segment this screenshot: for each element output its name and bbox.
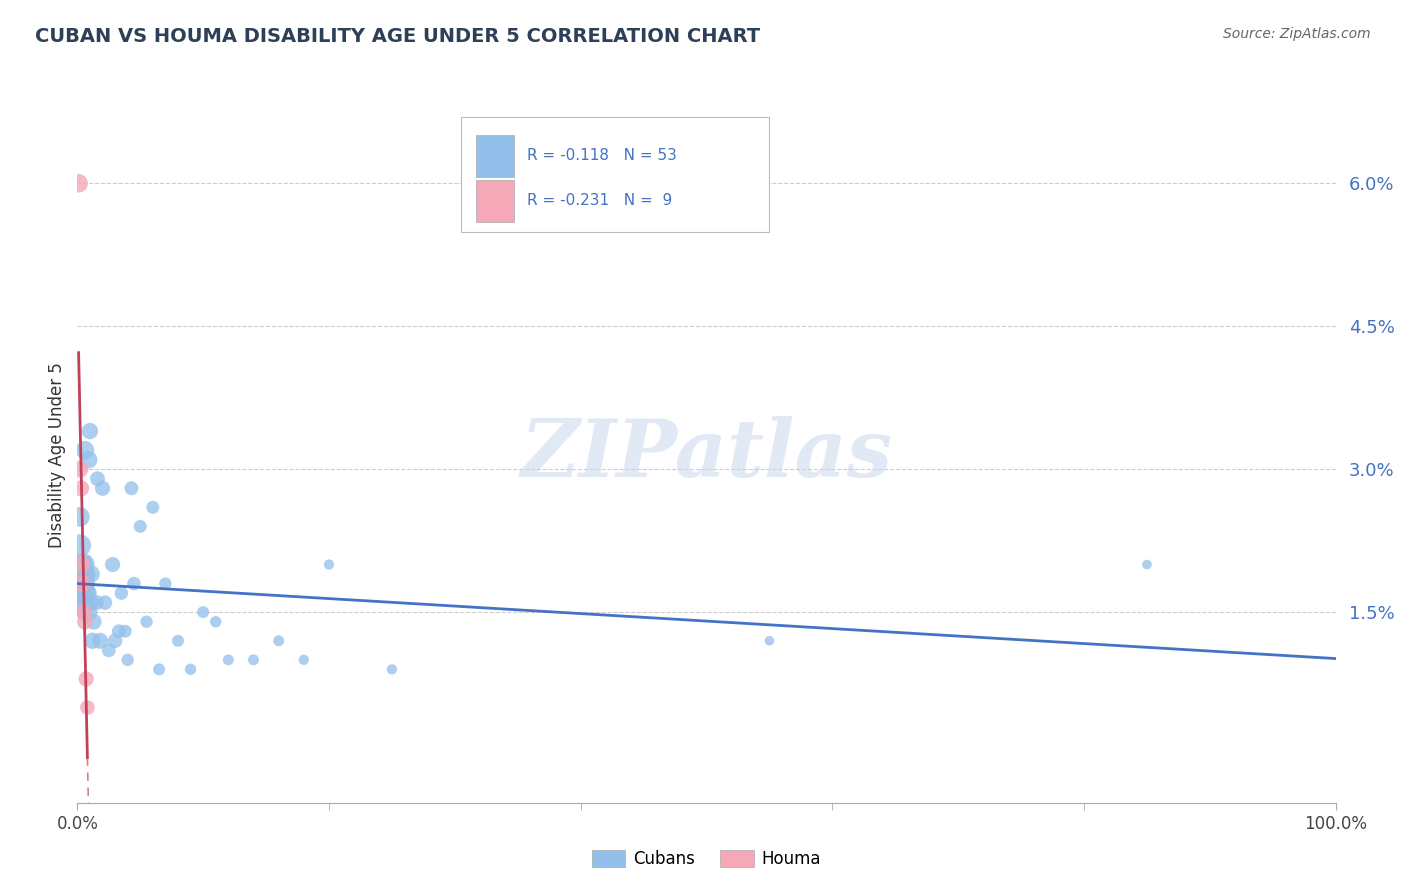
Point bbox=[267, 633, 290, 648]
Point bbox=[381, 662, 404, 676]
Point bbox=[79, 596, 101, 610]
Point bbox=[82, 633, 104, 648]
Point bbox=[86, 472, 108, 486]
Point bbox=[180, 662, 202, 676]
Point bbox=[108, 624, 131, 639]
FancyBboxPatch shape bbox=[461, 118, 769, 232]
Text: Source: ZipAtlas.com: Source: ZipAtlas.com bbox=[1223, 27, 1371, 41]
Point bbox=[70, 576, 93, 591]
Text: CUBAN VS HOUMA DISABILITY AGE UNDER 5 CORRELATION CHART: CUBAN VS HOUMA DISABILITY AGE UNDER 5 CO… bbox=[35, 27, 761, 45]
Bar bbox=[477, 180, 515, 222]
Point bbox=[155, 576, 177, 591]
Bar bbox=[477, 135, 515, 177]
Point bbox=[204, 615, 226, 629]
Point bbox=[77, 452, 100, 467]
Point bbox=[72, 576, 94, 591]
Point bbox=[148, 662, 170, 676]
Point bbox=[73, 567, 96, 582]
Point bbox=[67, 567, 90, 582]
Point bbox=[94, 596, 117, 610]
Point bbox=[84, 596, 107, 610]
Point bbox=[117, 653, 139, 667]
Point bbox=[191, 605, 215, 619]
Point bbox=[122, 576, 145, 591]
Point bbox=[72, 558, 94, 572]
Point bbox=[70, 596, 93, 610]
Point bbox=[217, 653, 239, 667]
Point bbox=[104, 633, 127, 648]
Point bbox=[83, 615, 105, 629]
Point bbox=[110, 586, 132, 600]
Point bbox=[69, 462, 91, 476]
Point bbox=[72, 605, 94, 619]
Point bbox=[72, 576, 94, 591]
Point bbox=[73, 443, 96, 458]
Point bbox=[75, 672, 97, 686]
Point bbox=[89, 633, 111, 648]
Text: R = -0.118   N = 53: R = -0.118 N = 53 bbox=[527, 148, 676, 163]
Point bbox=[101, 558, 124, 572]
Point bbox=[79, 424, 101, 438]
Point bbox=[76, 586, 98, 600]
Point bbox=[242, 653, 264, 667]
Point bbox=[70, 558, 93, 572]
Point bbox=[135, 615, 157, 629]
Point bbox=[72, 558, 94, 572]
Point bbox=[75, 596, 97, 610]
Point bbox=[75, 567, 97, 582]
Point bbox=[318, 558, 340, 572]
Point bbox=[91, 481, 114, 495]
Y-axis label: Disability Age Under 5: Disability Age Under 5 bbox=[48, 362, 66, 548]
Point bbox=[114, 624, 136, 639]
Point bbox=[69, 539, 91, 553]
Point bbox=[129, 519, 152, 533]
Point bbox=[67, 176, 90, 190]
Point bbox=[69, 509, 91, 524]
Point bbox=[80, 567, 103, 582]
Point bbox=[72, 567, 94, 582]
Point bbox=[1136, 558, 1159, 572]
Point bbox=[142, 500, 165, 515]
Legend: Cubans, Houma: Cubans, Houma bbox=[585, 843, 828, 874]
Text: R = -0.231   N =  9: R = -0.231 N = 9 bbox=[527, 194, 672, 209]
Point bbox=[73, 615, 96, 629]
Point bbox=[120, 481, 142, 495]
Point bbox=[758, 633, 780, 648]
Point bbox=[72, 586, 94, 600]
Point bbox=[167, 633, 190, 648]
Text: ZIPatlas: ZIPatlas bbox=[520, 417, 893, 493]
Point bbox=[76, 605, 98, 619]
Point bbox=[97, 643, 120, 657]
Point bbox=[76, 700, 98, 714]
Point bbox=[70, 481, 93, 495]
Point bbox=[292, 653, 315, 667]
